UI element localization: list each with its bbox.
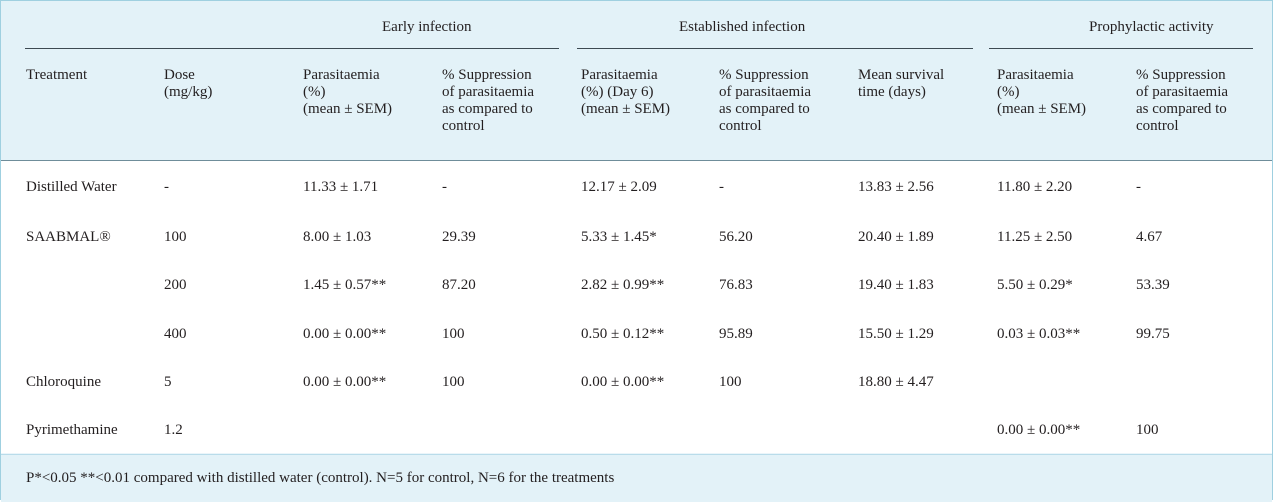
- table-cell: 100: [164, 229, 187, 245]
- group-header-prophylactic: Prophylactic activity: [1089, 19, 1214, 35]
- table-header: [1, 1, 1272, 161]
- table-cell: 100: [1136, 422, 1159, 438]
- column-header-mean-survival: Mean survival time (days): [858, 67, 945, 100]
- group-rule-established: [577, 48, 973, 49]
- table-cell: Distilled Water: [26, 179, 117, 195]
- table-cell: -: [442, 179, 447, 195]
- table-cell: 0.03 ± 0.03**: [997, 326, 1081, 342]
- table-cell: 5: [164, 374, 172, 390]
- table-cell: 18.80 ± 4.47: [858, 374, 934, 390]
- group-rule-prophylactic: [989, 48, 1253, 49]
- table-cell: 1.45 ± 0.57**: [303, 277, 387, 293]
- column-header-prophylactic-parasitaemia: Parasitaemia (%) (mean ± SEM): [997, 67, 1087, 117]
- table-cell: 19.40 ± 1.83: [858, 277, 934, 293]
- table-cell: -: [719, 179, 724, 195]
- table-footnote: P*<0.05 **<0.01 compared with distilled …: [26, 470, 615, 486]
- table-cell: 76.83: [719, 277, 753, 293]
- table-cell: Chloroquine: [26, 374, 101, 390]
- column-header-prophylactic-suppression: % Suppression of parasitaemia as compare…: [1136, 67, 1229, 134]
- column-header-dose: Dose (mg/kg): [164, 67, 213, 100]
- table-cell: 400: [164, 326, 187, 342]
- table-cell: 0.00 ± 0.00**: [303, 326, 387, 342]
- table-cell: 15.50 ± 1.29: [858, 326, 934, 342]
- table-cell: -: [1136, 179, 1141, 195]
- table-cell: 0.00 ± 0.00**: [303, 374, 387, 390]
- column-header-early-suppression: % Suppression of parasitaemia as compare…: [442, 67, 535, 134]
- table-cell: 53.39: [1136, 277, 1170, 293]
- table-cell: 99.75: [1136, 326, 1170, 342]
- table-cell: 100: [442, 374, 465, 390]
- table-cell: 87.20: [442, 277, 476, 293]
- column-header-treatment: Treatment: [26, 67, 88, 83]
- table-cell: 12.17 ± 2.09: [581, 179, 657, 195]
- table-cell: 13.83 ± 2.56: [858, 179, 934, 195]
- table-cell: 0.00 ± 0.00**: [997, 422, 1081, 438]
- table-footer: [1, 454, 1272, 502]
- table-cell: 11.33 ± 1.71: [303, 179, 379, 195]
- table-cell: 0.00 ± 0.00**: [581, 374, 665, 390]
- column-header-established-suppression: % Suppression of parasitaemia as compare…: [719, 67, 812, 134]
- table-cell: 100: [719, 374, 742, 390]
- table-cell: Pyrimethamine: [26, 422, 118, 438]
- column-header-early-parasitaemia: Parasitaemia (%) (mean ± SEM): [303, 67, 393, 117]
- table-cell: 11.25 ± 2.50: [997, 229, 1073, 245]
- table-cell: -: [164, 179, 169, 195]
- table-cell: 95.89: [719, 326, 753, 342]
- table-body: [1, 161, 1272, 453]
- table-cell: 4.67: [1136, 229, 1163, 245]
- table-cell: 5.33 ± 1.45*: [581, 229, 657, 245]
- table-cell: 8.00 ± 1.03: [303, 229, 372, 245]
- table-cell: 29.39: [442, 229, 476, 245]
- table-cell: 56.20: [719, 229, 753, 245]
- header-divider: [1, 160, 1272, 161]
- group-header-established: Established infection: [679, 19, 806, 35]
- table-cell: 1.2: [164, 422, 183, 438]
- group-header-early: Early infection: [382, 19, 472, 35]
- table-cell: 20.40 ± 1.89: [858, 229, 934, 245]
- column-header-established-parasitaemia: Parasitaemia (%) (Day 6) (mean ± SEM): [581, 67, 671, 117]
- table-cell: SAABMAL®: [26, 229, 111, 245]
- group-rule-early: [25, 48, 559, 49]
- table-cell: 0.50 ± 0.12**: [581, 326, 665, 342]
- table-cell: 2.82 ± 0.99**: [581, 277, 665, 293]
- table-cell: 11.80 ± 2.20: [997, 179, 1073, 195]
- table-cell: 100: [442, 326, 465, 342]
- table-cell: 200: [164, 277, 187, 293]
- table-cell: 5.50 ± 0.29*: [997, 277, 1073, 293]
